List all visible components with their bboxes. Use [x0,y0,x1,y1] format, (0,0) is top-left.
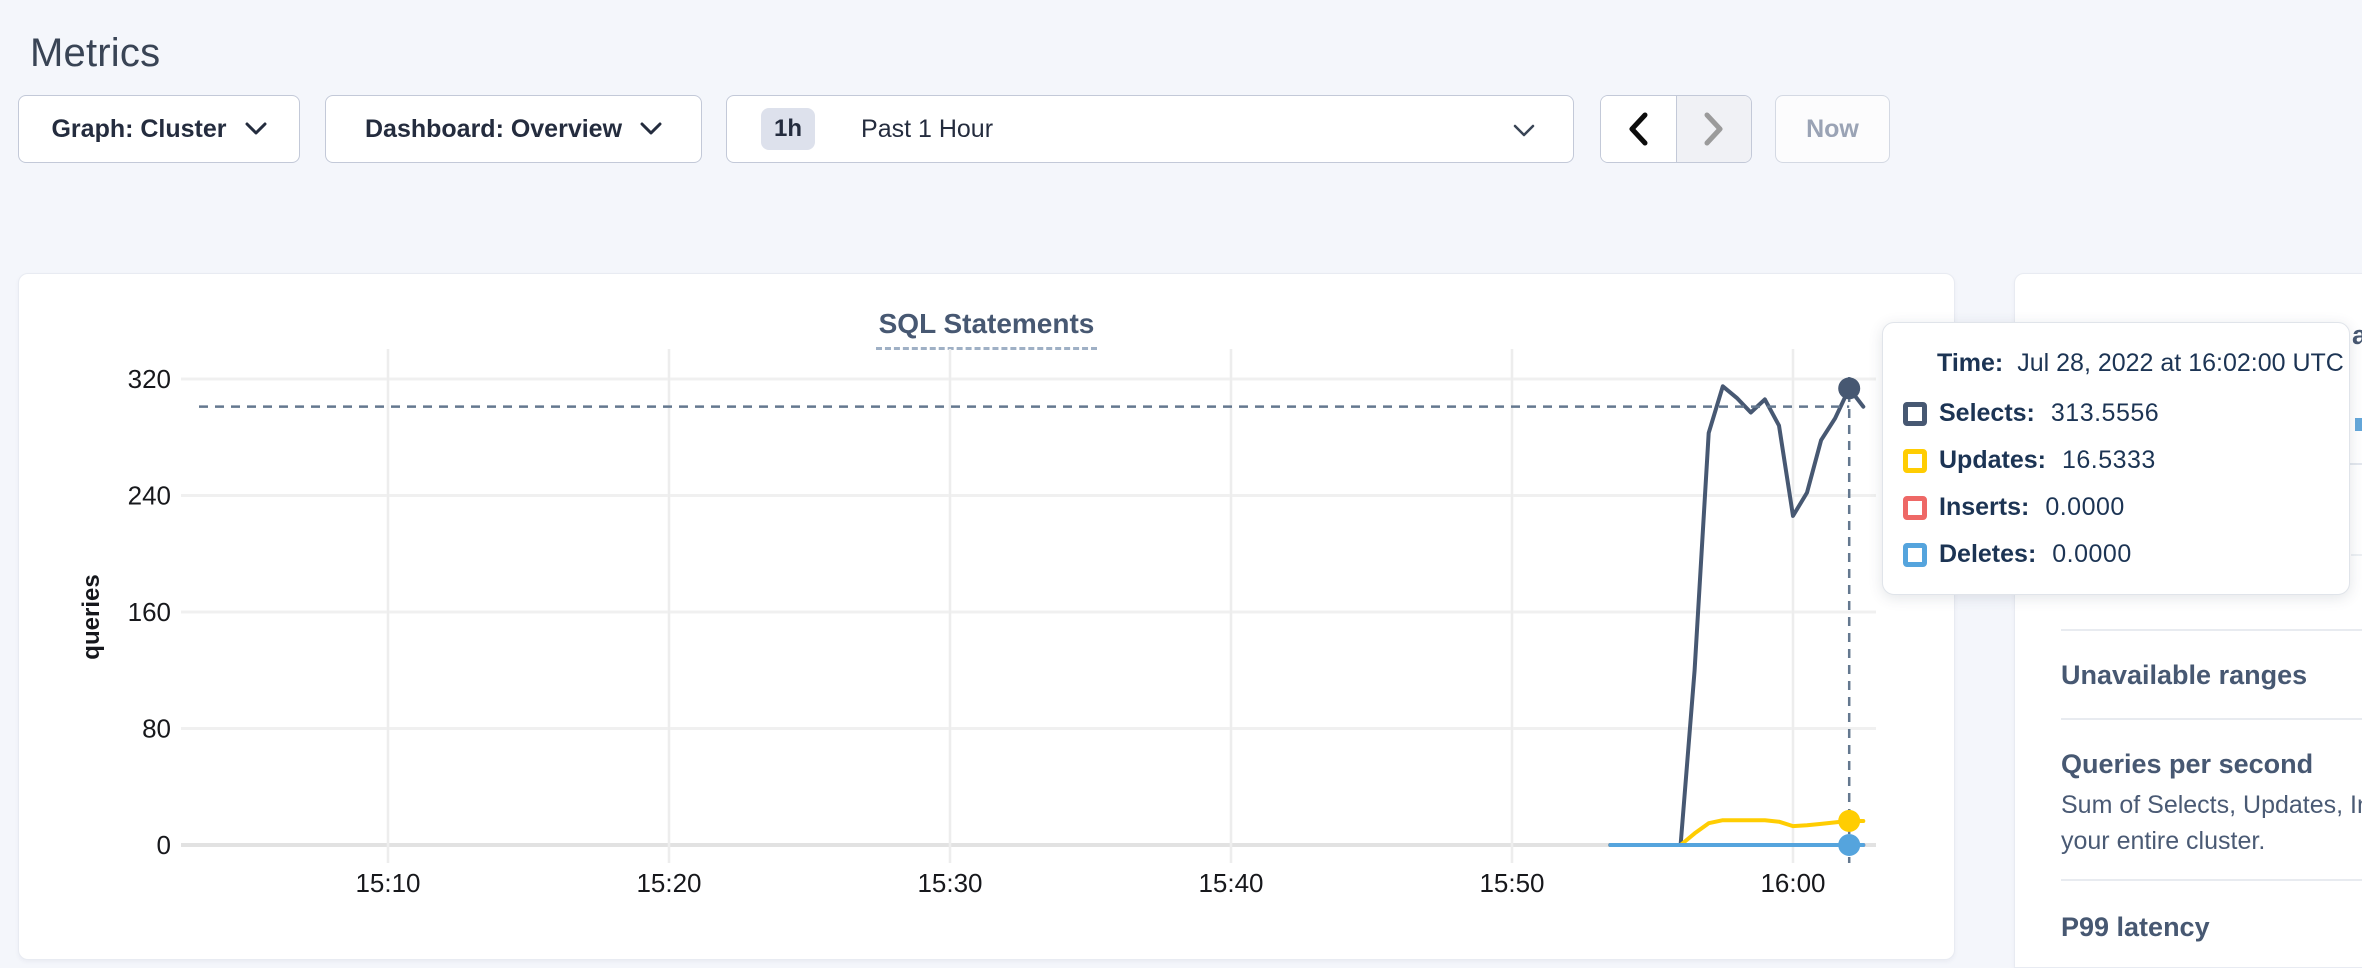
series-value: 0.0000 [2045,493,2125,521]
svg-text:15:20: 15:20 [636,868,701,898]
tooltip-row-selects: Selects: 313.5556 [1883,390,2349,437]
summary-description-line: your entire cluster. [2061,827,2266,855]
graph-scope-dropdown[interactable]: Graph: Cluster [18,95,300,163]
page-title: Metrics [30,30,161,75]
time-range-badge: 1h [761,108,816,150]
now-button[interactable]: Now [1775,95,1890,163]
graph-scope-label: Graph: Cluster [51,114,227,143]
divider [2061,629,2362,631]
svg-text:15:40: 15:40 [1198,868,1263,898]
series-value: 0.0000 [2052,540,2132,568]
tooltip-legend-rows: Selects: 313.5556 Updates: 16.5333 Inserts: 0… [1883,390,2349,578]
svg-text:240: 240 [128,481,171,511]
tooltip-row-deletes: Deletes: 0.0000 [1883,531,2349,578]
svg-text:320: 320 [128,364,171,394]
summary-description-line: Sum of Selects, Updates, Inserts and [2061,791,2362,819]
chart-title[interactable]: SQL Statements [875,308,1098,350]
svg-text:80: 80 [142,714,171,744]
chevron-down-icon [640,122,662,135]
tooltip-time-label: Time: [1937,349,2004,377]
series-label: Inserts: [1939,493,2030,521]
series-swatch-icon [1903,542,1927,567]
summary-queries-per-second: Queries per second [2061,749,2314,779]
divider [2349,463,2362,465]
divider [2061,718,2362,720]
tooltip-row-inserts: Inserts: 0.0000 [1883,484,2349,531]
chevron-right-icon [1704,112,1723,146]
series-swatch-icon [1903,401,1927,426]
prev-window-button[interactable] [1601,96,1676,162]
series-value: 313.5556 [2050,399,2160,427]
dashboard-label: Dashboard: Overview [364,114,623,143]
next-window-button[interactable] [1675,96,1751,162]
sql-statements-chart-card: SQL Statements queries 0 80 160 240 320 15:10… [18,273,1955,960]
time-range-label: Past 1 Hour [861,114,994,143]
svg-text:15:10: 15:10 [355,868,420,898]
svg-text:0: 0 [157,830,171,860]
summary-unavailable-ranges: Unavailable ranges [2061,660,2308,690]
chevron-down-icon [1513,124,1535,137]
svg-text:160: 160 [128,597,171,627]
series-label: Selects: [1939,399,2035,427]
divider [2061,879,2362,881]
clipped-text-fragment: a [2352,320,2362,350]
svg-text:15:50: 15:50 [1479,868,1544,898]
svg-text:16:00: 16:00 [1760,868,1825,898]
time-window-arrows [1600,95,1752,163]
series-label: Deletes: [1939,540,2037,568]
tooltip-time-row: Time: Jul 28, 2022 at 16:02:00 UTC [1937,349,2349,380]
clipped-link-fragment [2355,418,2362,431]
svg-text:15:30: 15:30 [917,868,982,898]
chevron-down-icon [245,122,267,135]
chart-title-wrap: SQL Statements [19,308,1954,350]
tooltip-time-value: Jul 28, 2022 at 16:02:00 UTC [2017,349,2344,377]
series-swatch-icon [1903,448,1927,473]
chart-hover-tooltip: Time: Jul 28, 2022 at 16:02:00 UTC Select… [1882,322,2350,595]
summary-p99-latency: P99 latency [2061,912,2210,942]
time-range-dropdown[interactable]: 1h Past 1 Hour [726,95,1574,163]
chevron-left-icon [1629,112,1648,146]
chart-plot[interactable]: 0 80 160 240 320 15:10 15:20 15:30 15:40 15:50 16:… [19,274,1954,959]
dashboard-dropdown[interactable]: Dashboard: Overview [325,95,702,163]
series-label: Updates: [1939,446,2046,474]
divider [2351,554,2362,556]
series-value: 16.5333 [2061,446,2156,474]
series-swatch-icon [1903,495,1927,520]
tooltip-row-updates: Updates: 16.5333 [1883,437,2349,484]
